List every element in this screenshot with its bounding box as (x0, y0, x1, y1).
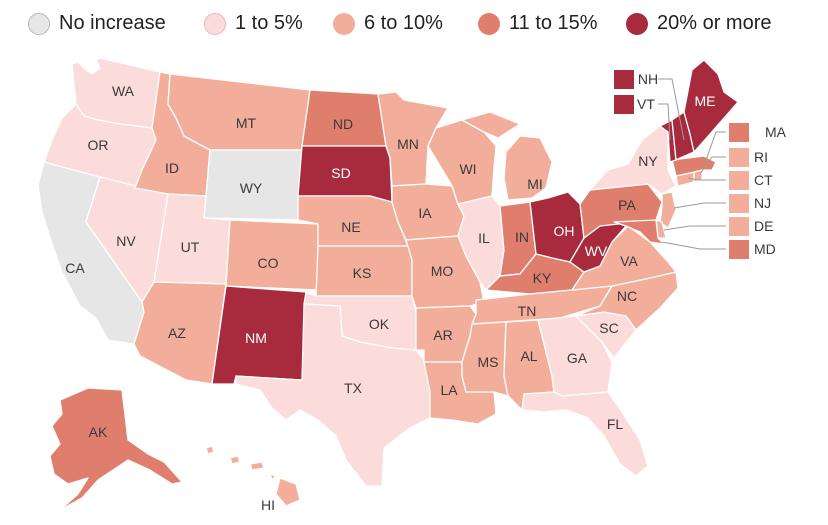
state-label-sc: SC (599, 320, 618, 336)
state-label-pa: PA (618, 197, 636, 213)
legend-item-6-to-10: 6 to 10% (333, 12, 443, 35)
state-label-or: OR (88, 137, 109, 153)
leader-line-ri (699, 156, 726, 175)
state-label-wi: WI (459, 161, 476, 177)
state-label-oh: OH (554, 223, 575, 239)
state-label-sd: SD (331, 165, 350, 181)
leader-line-de (663, 225, 726, 231)
state-ak[interactable] (49, 387, 183, 511)
callout-swatch-ri (729, 148, 749, 167)
state-tx[interactable] (235, 303, 431, 487)
callout-label-vt: VT (637, 96, 655, 112)
state-label-ks: KS (353, 265, 372, 281)
callout-swatch-ma (729, 123, 749, 142)
state-mt[interactable] (167, 73, 311, 151)
state-label-mi: MI (527, 176, 543, 192)
leader-line-md (661, 241, 726, 250)
state-label-ut: UT (181, 239, 200, 255)
state-label-va: VA (620, 253, 638, 269)
state-label-mn: MN (397, 136, 419, 152)
callout-swatch-ct (729, 171, 749, 190)
state-md[interactable] (613, 219, 665, 245)
legend-swatch-no-increase (28, 12, 50, 35)
callout-swatch-vt (614, 95, 634, 114)
state-label-mo: MO (431, 263, 454, 279)
callout-label-ct: CT (754, 172, 773, 188)
state-label-ky: KY (533, 270, 552, 286)
leader-line-ct (687, 177, 726, 181)
state-ma[interactable] (671, 155, 717, 177)
state-label-ne: NE (341, 219, 360, 235)
state-vt[interactable] (659, 119, 677, 163)
callout-label-nh: NH (638, 71, 658, 87)
state-label-in: IN (515, 229, 529, 245)
state-label-ms: MS (478, 354, 499, 370)
state-label-me: ME (695, 93, 716, 109)
state-mi[interactable] (461, 111, 553, 201)
state-labels: WA OR CA NV ID MT WY UT CO AZ NM ND SD N… (65, 83, 715, 513)
state-label-la: LA (440, 382, 458, 398)
state-label-nv: NV (116, 233, 136, 249)
state-label-az: AZ (168, 325, 186, 341)
state-label-ok: OK (369, 316, 390, 332)
state-label-il: IL (478, 230, 490, 246)
state-label-co: CO (258, 255, 279, 271)
legend-label: No increase (59, 12, 166, 34)
state-hi[interactable] (205, 445, 301, 507)
state-label-hi: HI (261, 497, 275, 513)
state-wy[interactable] (203, 149, 303, 221)
state-label-ca: CA (65, 260, 85, 276)
state-ny[interactable] (589, 125, 677, 195)
callout-label-ri: RI (754, 149, 768, 165)
callout-swatch-de (729, 217, 749, 236)
legend-label: 1 to 5% (235, 12, 303, 34)
state-nj[interactable] (659, 191, 677, 229)
northeast-callouts: NH VT MA RI CT NJ DE MD (614, 70, 787, 259)
state-label-tx: TX (344, 380, 363, 396)
callout-label-nj: NJ (754, 195, 771, 211)
legend-label: 6 to 10% (364, 12, 443, 34)
state-label-ar: AR (433, 327, 452, 343)
callout-label-ma: MA (765, 124, 787, 140)
state-label-al: AL (520, 348, 537, 364)
state-label-ak: AK (89, 424, 108, 440)
state-label-ny: NY (638, 153, 658, 169)
callout-label-md: MD (754, 241, 776, 257)
leader-line-vt (658, 103, 671, 141)
state-label-ia: IA (418, 205, 432, 221)
state-label-nc: NC (617, 288, 637, 304)
state-me[interactable] (683, 59, 739, 153)
state-label-wy: WY (240, 180, 263, 196)
state-label-tn: TN (518, 303, 537, 319)
callout-swatch-md (729, 240, 749, 259)
leader-line-ma (705, 131, 726, 161)
legend-swatch-20-or-more (626, 12, 648, 35)
state-label-id: ID (165, 160, 179, 176)
legend-item-20-or-more: 20% or more (626, 12, 772, 35)
legend-swatch-1-to-5 (204, 12, 226, 35)
legend-label: 11 to 15% (509, 12, 598, 34)
callout-swatch-nj (729, 194, 749, 213)
state-label-ga: GA (567, 350, 588, 366)
legend-swatch-11-to-15 (478, 12, 500, 35)
leader-line-nj (673, 202, 726, 209)
state-label-wa: WA (112, 83, 135, 99)
legend-swatch-6-to-10 (333, 12, 355, 35)
state-label-mt: MT (236, 115, 257, 131)
state-label-nd: ND (333, 116, 353, 132)
callout-swatch-nh (614, 70, 634, 89)
state-fl[interactable] (521, 391, 649, 477)
legend-item-1-to-5: 1 to 5% (204, 12, 303, 35)
legend-item-11-to-15: 11 to 15% (478, 12, 598, 35)
state-label-wv: WV (585, 243, 608, 259)
state-label-nm: NM (245, 330, 267, 346)
legend-item-no-increase: No increase (28, 12, 166, 35)
callout-label-de: DE (754, 218, 773, 234)
legend-label: 20% or more (657, 12, 772, 34)
state-label-fl: FL (607, 416, 624, 432)
leader-line-nh (658, 78, 685, 141)
map-legend: No increase 1 to 5% 6 to 10% 11 to 15% 2… (0, 0, 828, 50)
